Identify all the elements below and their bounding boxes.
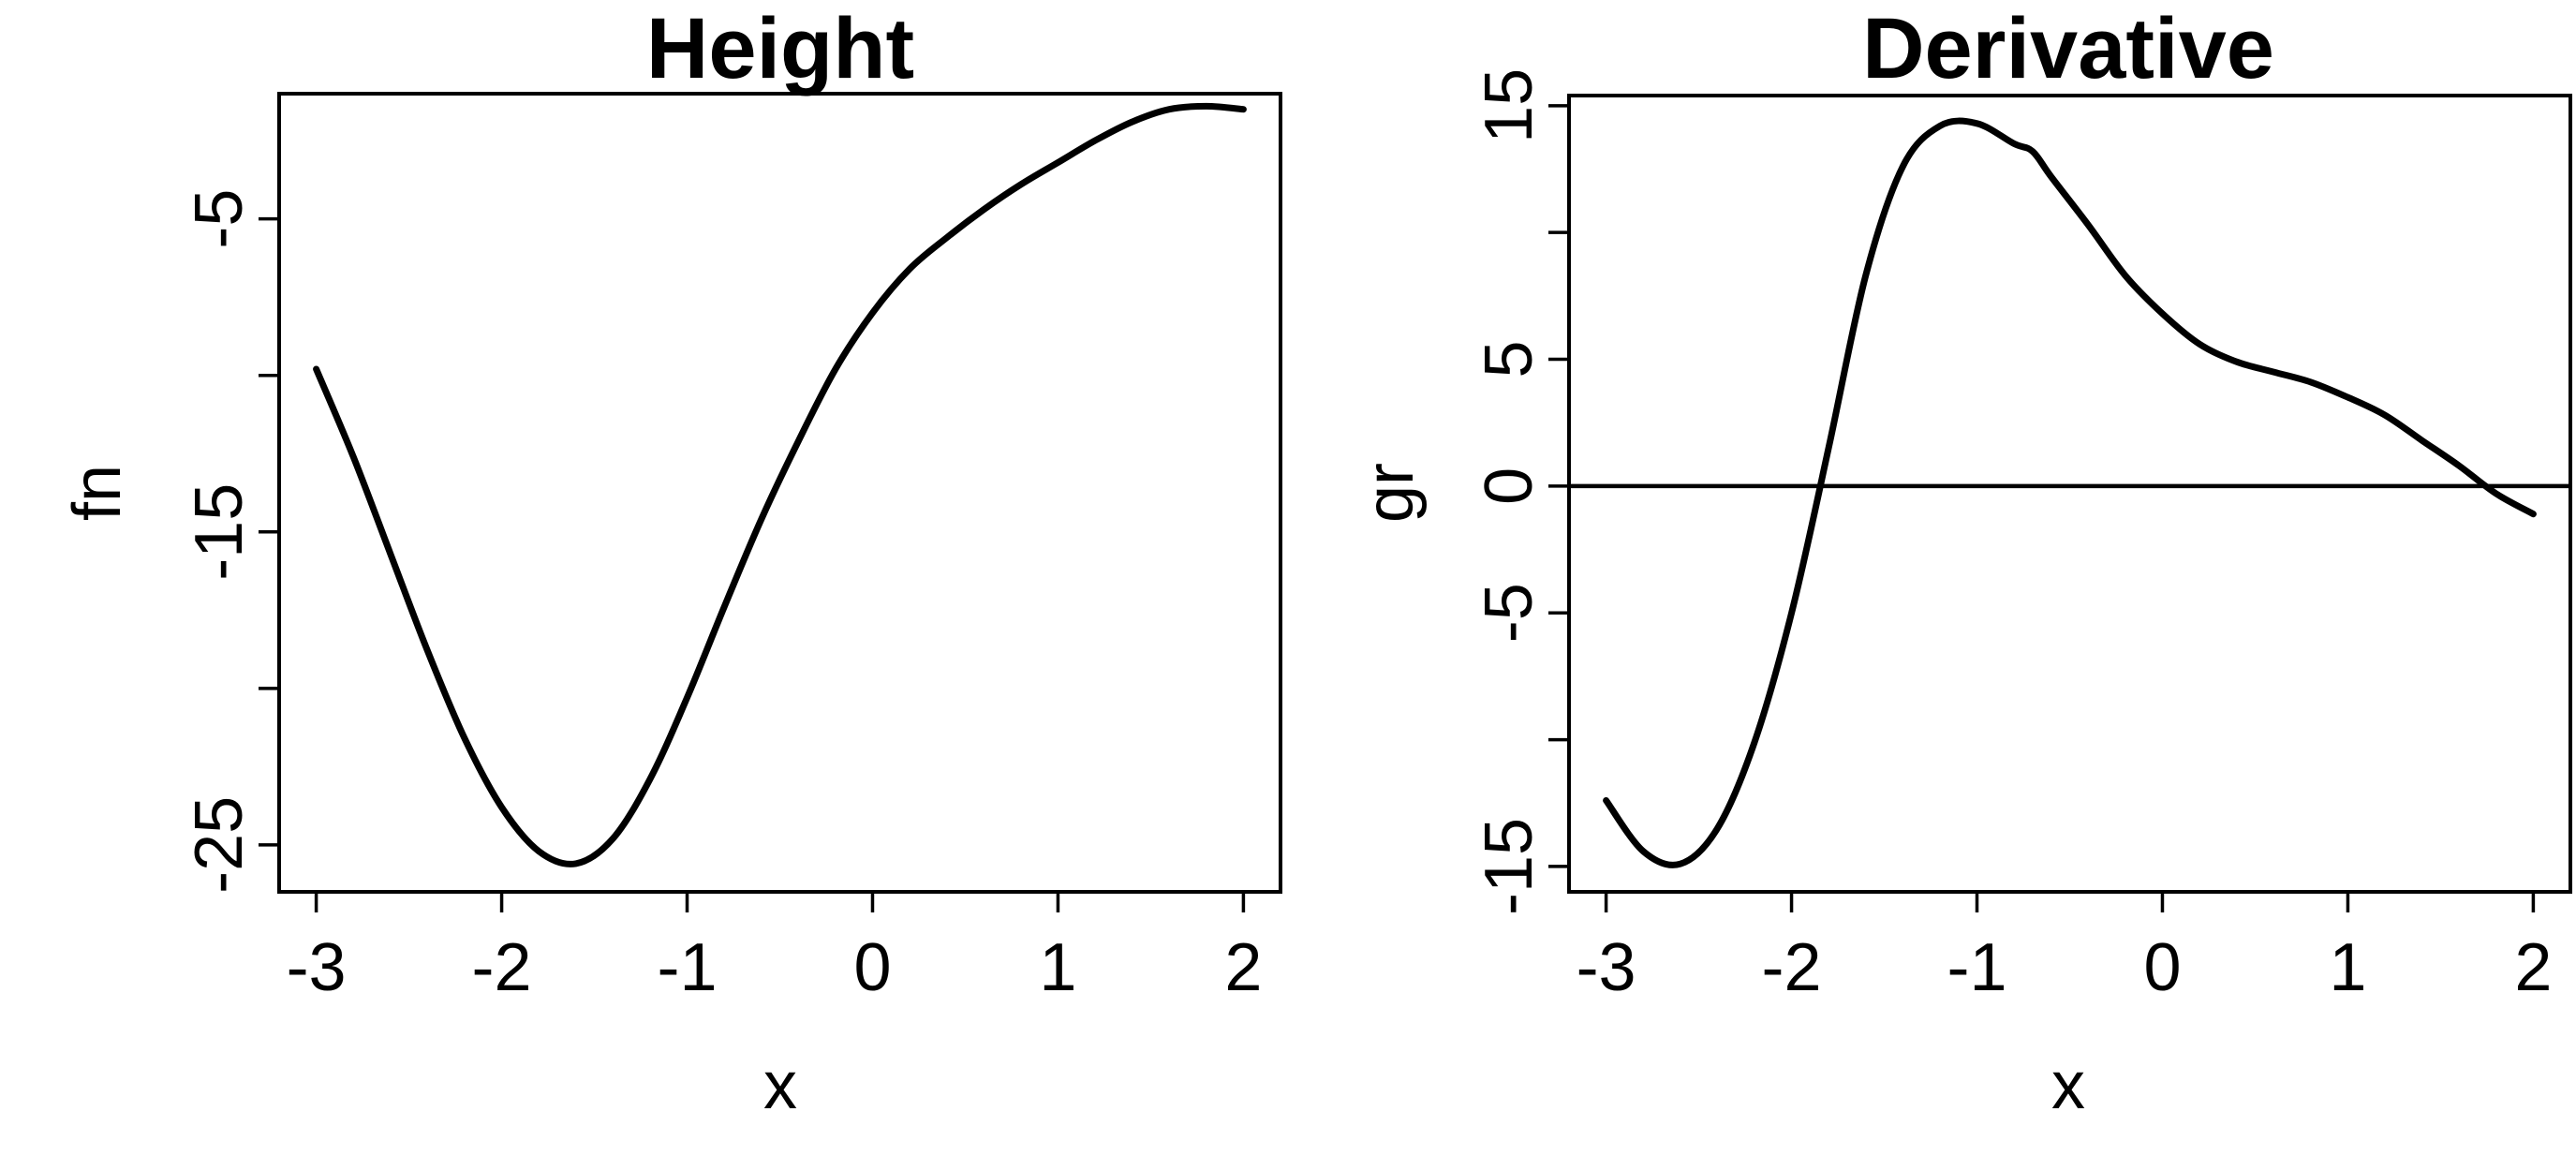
derivative-y-ticks: -15 -5 0 5 15 (1472, 68, 1569, 915)
height-x-tick-label: 2 (1224, 930, 1262, 1005)
height-plot-body (313, 102, 1247, 867)
height-y-axis-label: fn (60, 465, 135, 521)
derivative-y-tick-label: -15 (1472, 818, 1547, 915)
derivative-y-tick-label: 5 (1472, 341, 1547, 378)
derivative-x-tick-label: 0 (2143, 930, 2181, 1005)
height-y-ticks: -25 -15 -5 (182, 189, 279, 894)
derivative-plot-frame (1567, 94, 2572, 894)
derivative-y-axis-label: gr (1353, 463, 1428, 523)
derivative-x-tick-label: 2 (2514, 930, 2552, 1005)
height-x-tick-label: -1 (658, 930, 718, 1005)
height-y-tick-label: -25 (182, 796, 257, 894)
derivative-y-tick-label: 15 (1472, 68, 1547, 143)
derivative-x-tick-label: -2 (1762, 930, 1822, 1005)
height-plot-frame (277, 92, 1282, 894)
height-x-axis-label: x (763, 1048, 797, 1123)
height-y-tick-label: -5 (182, 189, 257, 249)
derivative-chart-title: Derivative (1862, 1, 2274, 96)
height-series-line (313, 102, 1247, 867)
height-chart-panel: Height x fn -3 -2 -1 0 1 2 -25 -15 -5 (60, 1, 1282, 1123)
derivative-x-axis-label: x (2051, 1048, 2085, 1123)
derivative-series-line (1603, 117, 2537, 868)
derivative-x-tick-label: 1 (2329, 930, 2366, 1005)
derivative-y-tick-label: 0 (1472, 467, 1547, 505)
derivative-plot-body (1569, 117, 2570, 868)
derivative-y-tick-label: -5 (1472, 583, 1547, 643)
derivative-x-ticks: -3 -2 -1 0 1 2 (1577, 892, 2552, 1005)
height-x-tick-label: -2 (472, 930, 532, 1005)
height-chart-title: Height (646, 1, 914, 96)
height-x-tick-label: 0 (853, 930, 891, 1005)
derivative-x-tick-label: -3 (1577, 930, 1636, 1005)
height-x-tick-label: -3 (287, 930, 347, 1005)
height-x-tick-label: 1 (1039, 930, 1076, 1005)
height-y-tick-label: -15 (182, 483, 257, 581)
derivative-x-tick-label: -1 (1947, 930, 2007, 1005)
height-x-ticks: -3 -2 -1 0 1 2 (287, 892, 1262, 1005)
derivative-chart-panel: Derivative x gr -3 -2 -1 0 1 2 -15 -5 0 5 15 (1353, 1, 2572, 1123)
